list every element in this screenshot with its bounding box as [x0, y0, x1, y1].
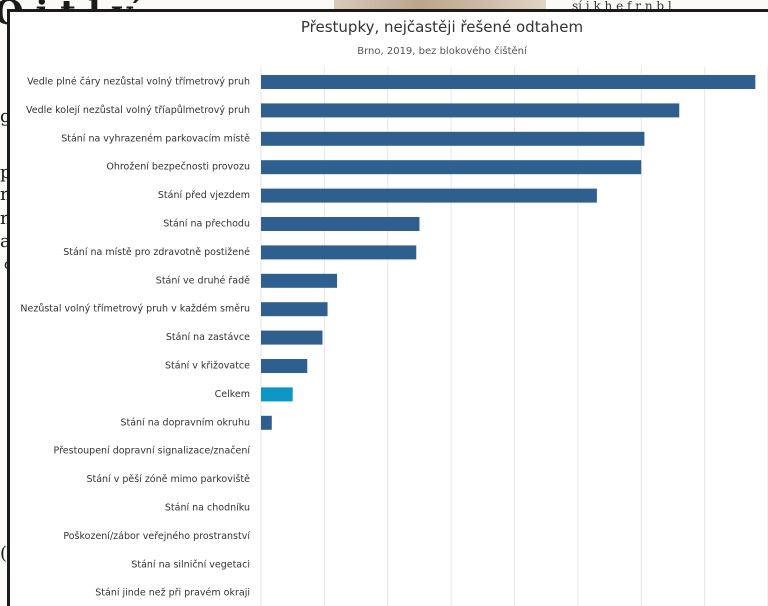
category-label: Vedle plné čáry nezůstal volný třímetrov…	[27, 77, 250, 88]
bars	[261, 75, 756, 430]
category-label: Stání ve druhé řadě	[156, 275, 250, 286]
bar[interactable]	[261, 245, 417, 260]
bar[interactable]	[261, 188, 597, 203]
background-left-fragment: n	[0, 184, 12, 205]
background-left-fragment: p	[0, 162, 12, 183]
category-label: Ohrožení bezpečnosti provozu	[106, 162, 250, 173]
category-label: Stání na zastávce	[166, 332, 250, 343]
category-label: Stání před vjezdem	[158, 190, 250, 201]
bar[interactable]	[261, 103, 680, 118]
category-label: Stání na přechodu	[163, 219, 250, 230]
category-label: Celkem	[215, 389, 250, 400]
bar-highlight[interactable]	[261, 387, 293, 402]
background-left-fragment: a	[0, 231, 11, 252]
bar[interactable]	[261, 302, 328, 317]
category-label: Stání na chodníku	[165, 503, 250, 514]
background-left-fragment: g	[0, 106, 12, 127]
grid-lines	[260, 67, 768, 606]
category-label: Vedle kolejí nezůstal volný tříapůlmetro…	[26, 105, 250, 116]
chart-title: Přestupky, nejčastěji řešené odtahem	[301, 18, 583, 36]
background-left-fragment: n	[0, 208, 12, 229]
category-label: Stání na dopravním okruhu	[120, 417, 250, 428]
chart-panel: Přestupky, nejčastěji řešené odtahem Brn…	[7, 9, 768, 606]
bar-chart: Přestupky, nejčastěji řešené odtahem Brn…	[20, 18, 768, 606]
category-label: Stání v pěší zóně mimo parkoviště	[86, 474, 250, 485]
category-label: Stání v křižovatce	[165, 361, 250, 372]
bar[interactable]	[261, 330, 323, 345]
bar[interactable]	[261, 359, 308, 373]
category-label: Poškození/zábor veřejného prostranství	[63, 531, 250, 542]
category-label: Stání na vyhrazeném parkovacím místě	[61, 133, 250, 144]
category-label: Stání jinde než při pravém okraji	[95, 588, 250, 599]
bar[interactable]	[261, 160, 642, 175]
bar[interactable]	[261, 217, 420, 231]
category-label: Stání na silniční vegetaci	[131, 559, 250, 570]
bar[interactable]	[261, 273, 338, 288]
category-label: Přestoupení dopravní signalizace/značení	[54, 446, 251, 457]
bar[interactable]	[261, 131, 645, 146]
bar[interactable]	[261, 415, 272, 430]
chart-subtitle: Brno, 2019, bez blokového čištění	[357, 45, 528, 57]
category-label: Stání na místě pro zdravotně postižené	[63, 247, 250, 258]
bar[interactable]	[261, 75, 756, 89]
category-label: Nezůstal volný třímetrový pruh v každém …	[20, 304, 250, 315]
category-labels: Vedle plné čáry nezůstal volný třímetrov…	[20, 77, 250, 599]
